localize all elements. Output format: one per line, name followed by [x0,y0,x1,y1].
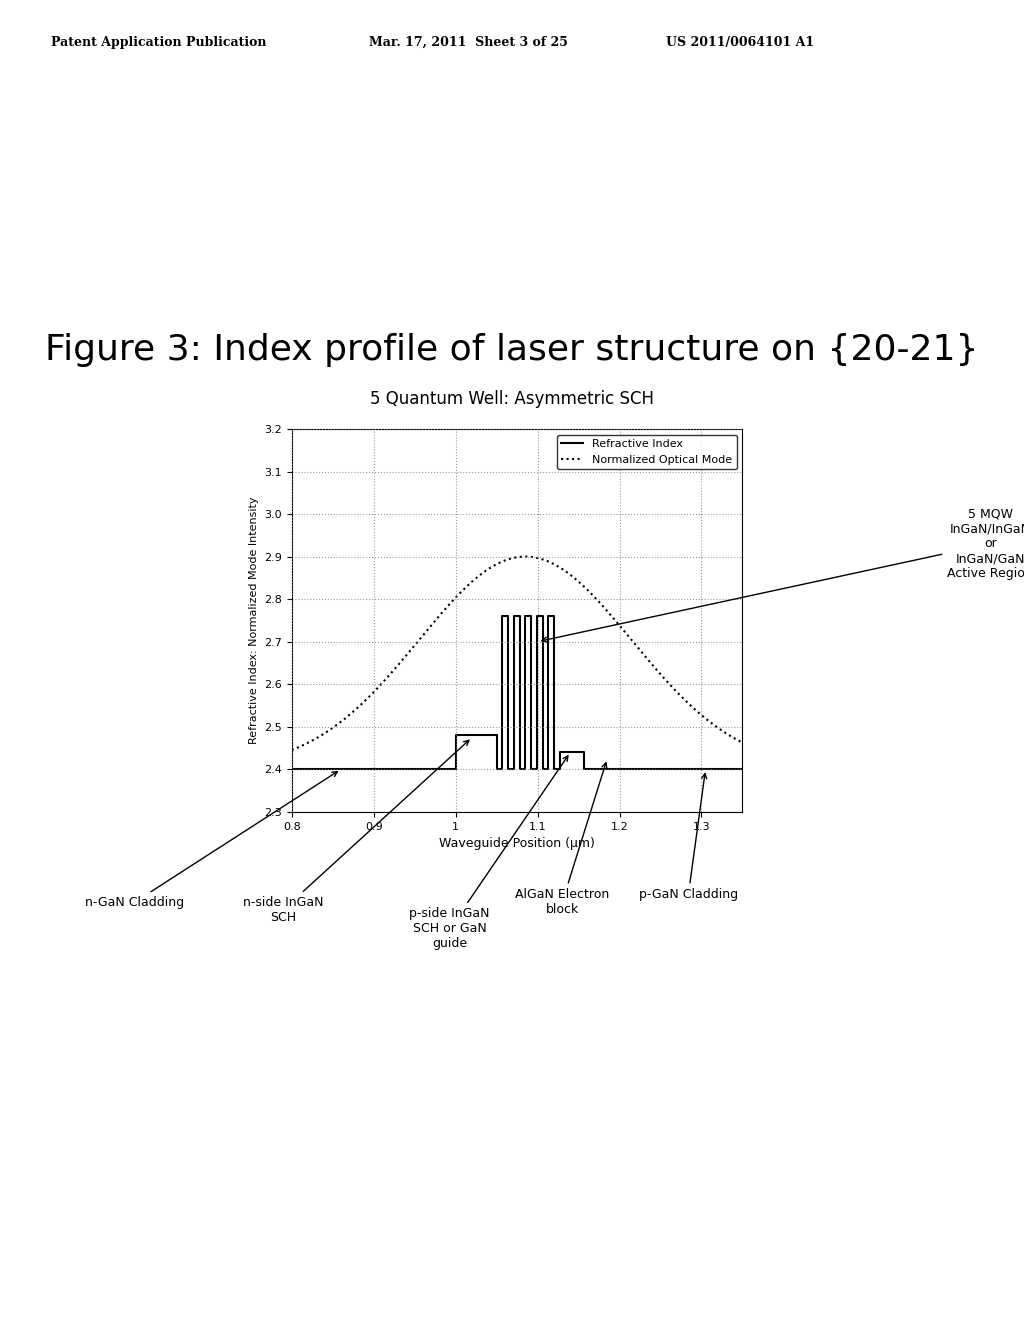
Text: n-GaN Cladding: n-GaN Cladding [85,772,337,909]
Text: US 2011/0064101 A1: US 2011/0064101 A1 [666,36,814,49]
Text: AlGaN Electron
block: AlGaN Electron block [515,763,609,916]
Normalized Optical Mode [286,742,298,758]
Text: 5 Quantum Well: Asymmetric SCH: 5 Quantum Well: Asymmetric SCH [370,389,654,408]
Normalized Optical Mode [484,560,497,576]
Normalized Optical Mode [645,656,657,672]
Line: Normalized Optical Mode: Normalized Optical Mode [292,557,742,750]
Refractive Index [736,762,749,777]
Text: p-side InGaN
SCH or GaN
guide: p-side InGaN SCH or GaN guide [410,756,568,950]
Refractive Index [579,744,591,760]
Text: p-GaN Cladding: p-GaN Cladding [639,774,738,902]
Normalized Optical Mode [332,717,344,733]
Text: 5 MQW
InGaN/InGaN
or
InGaN/GaN
Active Region: 5 MQW InGaN/InGaN or InGaN/GaN Active Re… [542,507,1024,642]
Text: Patent Application Publication: Patent Application Publication [51,36,266,49]
Refractive Index [490,727,503,743]
X-axis label: Waveguide Position (μm): Waveguide Position (μm) [439,837,595,850]
Normalized Optical Mode [638,647,650,663]
Refractive Index [508,762,520,777]
Line: Refractive Index: Refractive Index [292,616,742,770]
Text: n-side InGaN
SCH: n-side InGaN SCH [243,741,469,924]
Normalized Optical Mode [736,735,749,751]
Y-axis label: Refractive Index: Normalized Mode Intensity: Refractive Index: Normalized Mode Intens… [249,496,259,744]
Text: Figure 3: Index profile of laser structure on {20-21}: Figure 3: Index profile of laser structu… [45,333,979,367]
Normalized Optical Mode [468,572,480,587]
Refractive Index [502,609,514,624]
Text: Mar. 17, 2011  Sheet 3 of 25: Mar. 17, 2011 Sheet 3 of 25 [369,36,567,49]
Refractive Index [537,609,549,624]
Refractive Index [497,609,509,624]
Refractive Index [286,762,298,777]
Normalized Optical Mode [596,597,608,612]
Legend: Refractive Index, Normalized Optical Mode: Refractive Index, Normalized Optical Mod… [557,434,737,469]
Normalized Optical Mode [519,549,531,565]
Refractive Index [525,762,538,777]
